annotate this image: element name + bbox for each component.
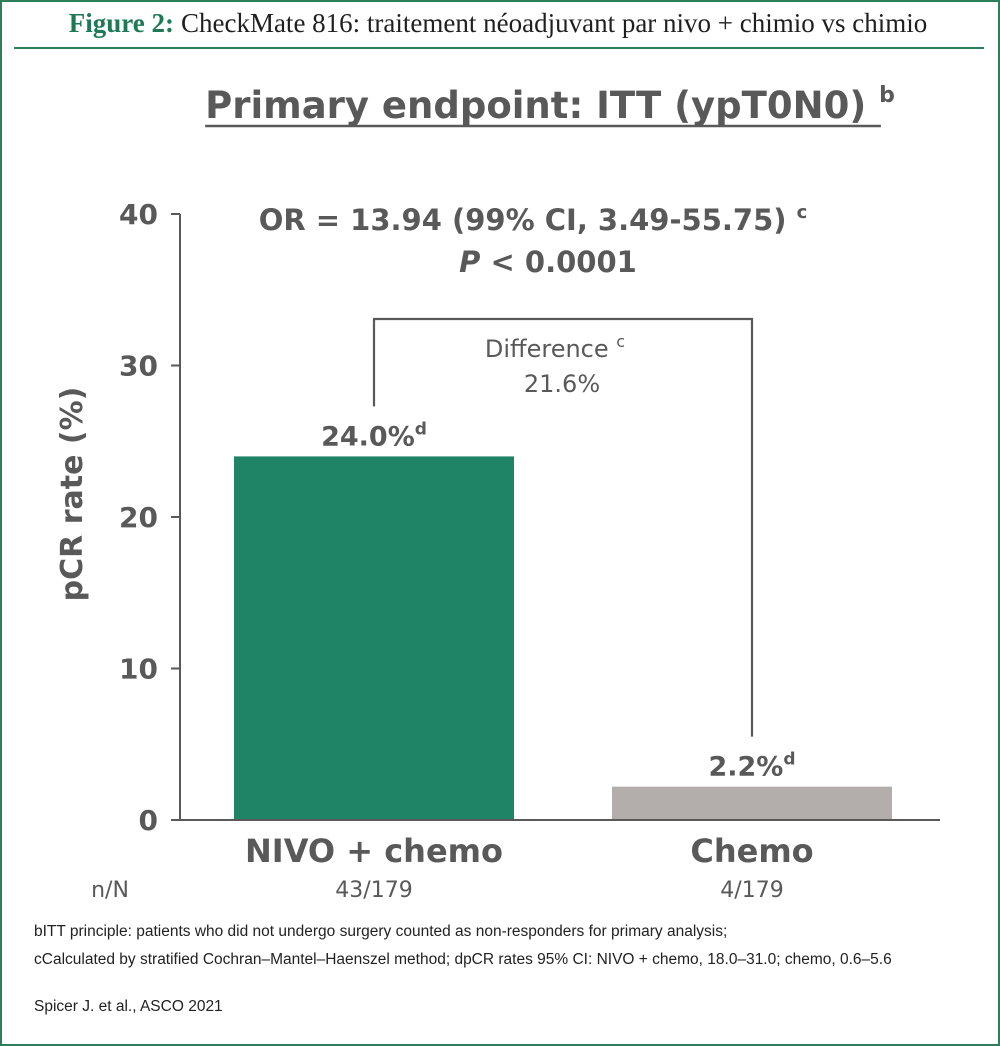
bars: 24.0%d 2.2%d — [234, 419, 892, 820]
figure-header: Figure 2: CheckMate 816: traitement néoa… — [0, 0, 996, 46]
y-axis: 0 10 20 30 40 — [119, 198, 181, 837]
difference-value: 21.6% — [524, 370, 600, 398]
chart-title-group: Primary endpoint: ITT (ypT0N0) b — [205, 83, 895, 128]
source-citation: Spicer J. et al., ASCO 2021 — [34, 998, 223, 1015]
x-category-label: NIVO + chemo — [245, 832, 503, 870]
stats-p-value: < 0.0001 — [480, 245, 636, 279]
bar — [234, 456, 514, 820]
stats-line-1: OR = 13.94 (99% CI, 3.49-55.75) c — [259, 202, 808, 237]
footnotes: bITT principle: patients who did not und… — [34, 918, 974, 974]
footnote-c-d: cCalculated by stratified Cochran–Mantel… — [34, 951, 892, 968]
bar-chart: Primary endpoint: ITT (ypT0N0) b 0 10 20 30… — [55, 83, 940, 903]
stats-p-symbol: P — [459, 245, 480, 279]
stats-or-superscript: c — [797, 202, 808, 223]
chart-title: Primary endpoint: ITT (ypT0N0) b — [205, 83, 895, 127]
stats-line-2: P < 0.0001 — [459, 245, 637, 279]
bar-value-label: 24.0%d — [321, 419, 427, 452]
y-tick-label: 30 — [119, 350, 158, 383]
difference-label: Difference c — [485, 332, 625, 363]
category-labels: NIVO + chemo 43/179 Chemo 4/179 — [245, 832, 814, 903]
bar — [612, 786, 892, 820]
y-tick-label: 0 — [139, 804, 158, 837]
chart-title-text: Primary endpoint: ITT (ypT0N0) — [205, 84, 866, 127]
stats-or-text: OR = 13.94 (99% CI, 3.49-55.75) — [259, 203, 787, 237]
y-axis-label: pCR rate (%) — [55, 387, 90, 602]
bar-value-label: 2.2%d — [708, 750, 795, 783]
y-tick-label: 10 — [119, 653, 158, 686]
n-value: 4/179 — [720, 878, 783, 903]
difference-bracket — [372, 317, 754, 737]
y-tick-label: 20 — [119, 501, 158, 534]
figure-caption: CheckMate 816: traitement néoadjuvant pa… — [180, 7, 928, 38]
x-category-label: Chemo — [690, 832, 813, 870]
y-tick-label: 40 — [119, 198, 158, 231]
footnote-b: bITT principle: patients who did not und… — [34, 923, 728, 940]
chart-title-superscript: b — [879, 83, 895, 108]
n-value: 43/179 — [335, 878, 412, 903]
figure-label: Figure 2: — [68, 7, 174, 38]
header-divider — [14, 47, 984, 49]
difference-label-text: Difference — [485, 335, 609, 363]
n-label: n/N — [91, 878, 129, 903]
difference-superscript: c — [616, 332, 625, 351]
